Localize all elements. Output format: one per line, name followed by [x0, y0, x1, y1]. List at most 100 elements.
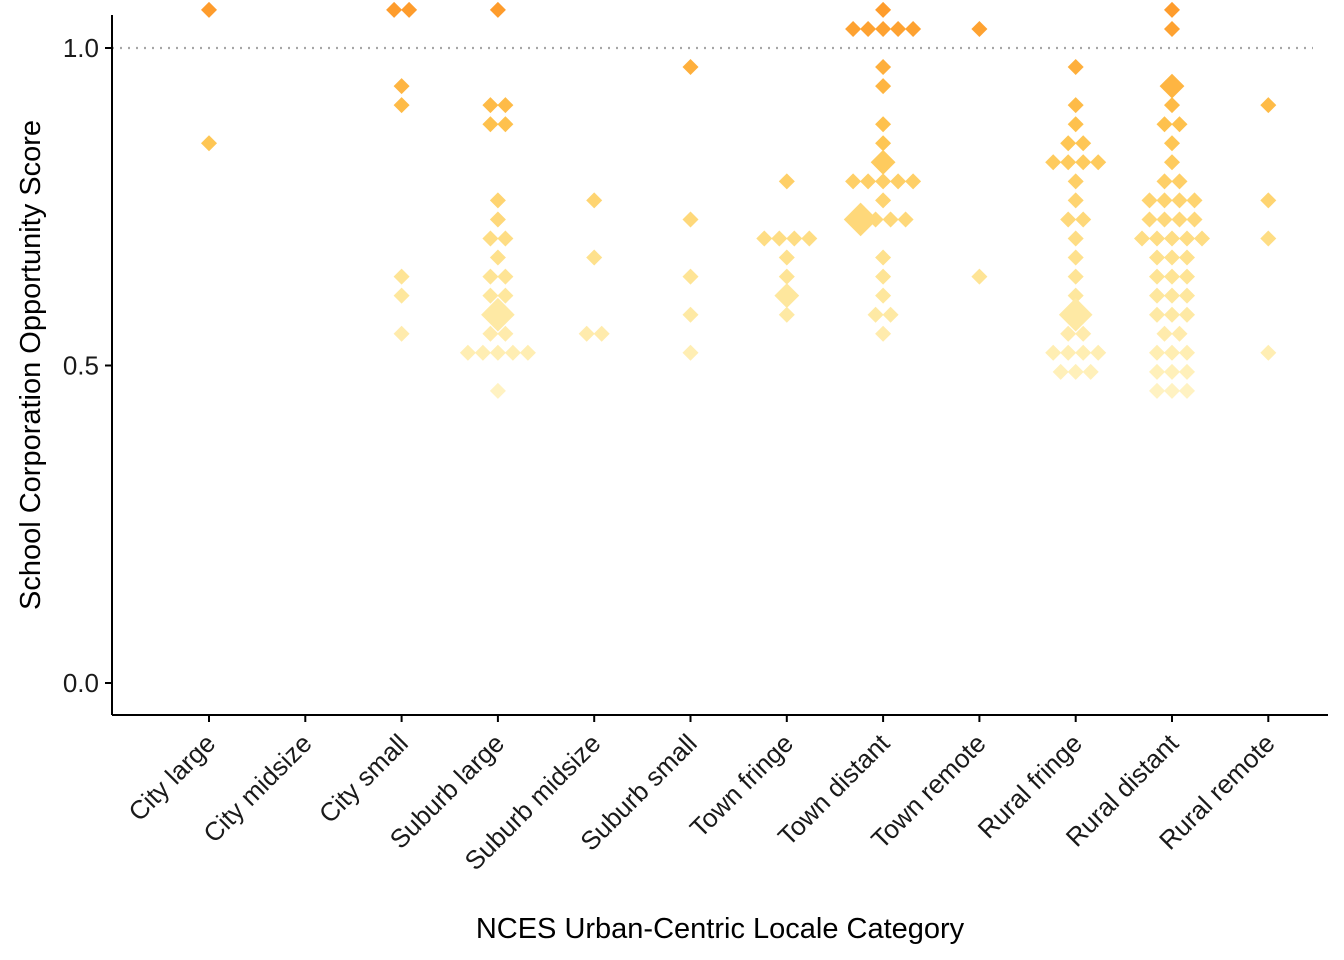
data-point	[481, 297, 515, 332]
data-point	[593, 325, 610, 342]
data-point	[1075, 344, 1092, 361]
data-point	[1179, 287, 1195, 304]
data-point	[1067, 249, 1084, 266]
data-point	[882, 306, 899, 323]
data-point	[393, 268, 410, 285]
data-point	[497, 325, 514, 342]
data-point	[971, 20, 988, 37]
data-point	[497, 287, 514, 304]
data-point	[1171, 325, 1188, 342]
x-tick-label: City small	[313, 728, 414, 829]
data-point	[682, 306, 699, 323]
data-point	[1149, 268, 1165, 285]
data-point	[845, 173, 862, 190]
data-point	[801, 230, 818, 247]
data-point	[482, 268, 499, 285]
data-point	[1171, 192, 1188, 209]
data-point	[489, 382, 506, 399]
data-point	[1082, 363, 1099, 380]
data-point	[1075, 154, 1092, 171]
data-point	[1179, 268, 1195, 285]
data-point	[1164, 135, 1180, 152]
data-point	[386, 1, 403, 18]
data-point	[482, 230, 499, 247]
data-point	[682, 268, 699, 285]
data-point	[1186, 211, 1203, 228]
data-point	[1060, 154, 1077, 171]
data-point	[1164, 306, 1180, 323]
data-point	[482, 97, 499, 114]
x-axis-title: NCES Urban-Centric Locale Category	[476, 913, 965, 945]
data-point	[519, 344, 536, 361]
data-point	[1067, 116, 1084, 133]
data-point	[875, 268, 892, 285]
data-point	[1164, 363, 1180, 380]
data-point	[401, 1, 418, 18]
data-point	[1164, 97, 1180, 114]
data-point	[905, 173, 922, 190]
data-point	[489, 249, 506, 266]
data-point	[504, 344, 521, 361]
data-point	[1067, 192, 1084, 209]
data-point	[1171, 116, 1188, 133]
data-point	[586, 249, 603, 266]
data-point	[870, 149, 896, 175]
data-point	[905, 20, 922, 37]
data-point	[1067, 59, 1084, 76]
data-point	[1164, 230, 1180, 247]
data-point	[1058, 297, 1093, 332]
data-point	[875, 325, 892, 342]
data-point	[201, 135, 217, 152]
data-point	[1075, 135, 1092, 152]
y-tick-label: 1.0	[63, 33, 99, 63]
data-point	[682, 344, 699, 361]
data-point	[1075, 325, 1092, 342]
data-point	[682, 59, 699, 76]
data-point	[1164, 287, 1180, 304]
data-point	[393, 97, 410, 114]
data-point	[875, 287, 892, 304]
data-point	[1179, 230, 1195, 247]
data-point	[778, 249, 795, 266]
data-point	[1141, 192, 1158, 209]
data-point	[875, 1, 892, 18]
data-point	[875, 59, 892, 76]
data-point	[1067, 363, 1084, 380]
data-point	[586, 192, 603, 209]
data-point	[497, 230, 514, 247]
data-point	[1060, 325, 1077, 342]
data-point	[778, 173, 795, 190]
data-point	[1060, 211, 1077, 228]
data-point	[1149, 287, 1165, 304]
data-point	[786, 230, 803, 247]
data-point	[201, 1, 217, 18]
data-point	[1164, 154, 1180, 171]
data-point	[1090, 154, 1107, 171]
data-point	[875, 249, 892, 266]
data-point	[459, 344, 476, 361]
data-point	[393, 287, 410, 304]
data-point	[489, 1, 506, 18]
data-point	[1045, 344, 1062, 361]
data-point	[1164, 1, 1180, 18]
data-point	[778, 306, 795, 323]
data-point	[875, 192, 892, 209]
data-point	[1134, 230, 1150, 247]
data-point	[393, 325, 410, 342]
points-layer	[201, 1, 1277, 399]
data-point	[1159, 73, 1185, 99]
data-point	[497, 116, 514, 133]
data-point	[1164, 268, 1180, 285]
data-point	[756, 230, 773, 247]
data-point	[867, 211, 884, 228]
data-point	[890, 173, 907, 190]
data-point	[393, 78, 410, 95]
data-point	[1156, 325, 1173, 342]
data-point	[1164, 249, 1180, 266]
data-point	[890, 20, 907, 37]
data-point	[1179, 344, 1195, 361]
data-point	[1179, 249, 1195, 266]
data-point	[1260, 230, 1277, 247]
